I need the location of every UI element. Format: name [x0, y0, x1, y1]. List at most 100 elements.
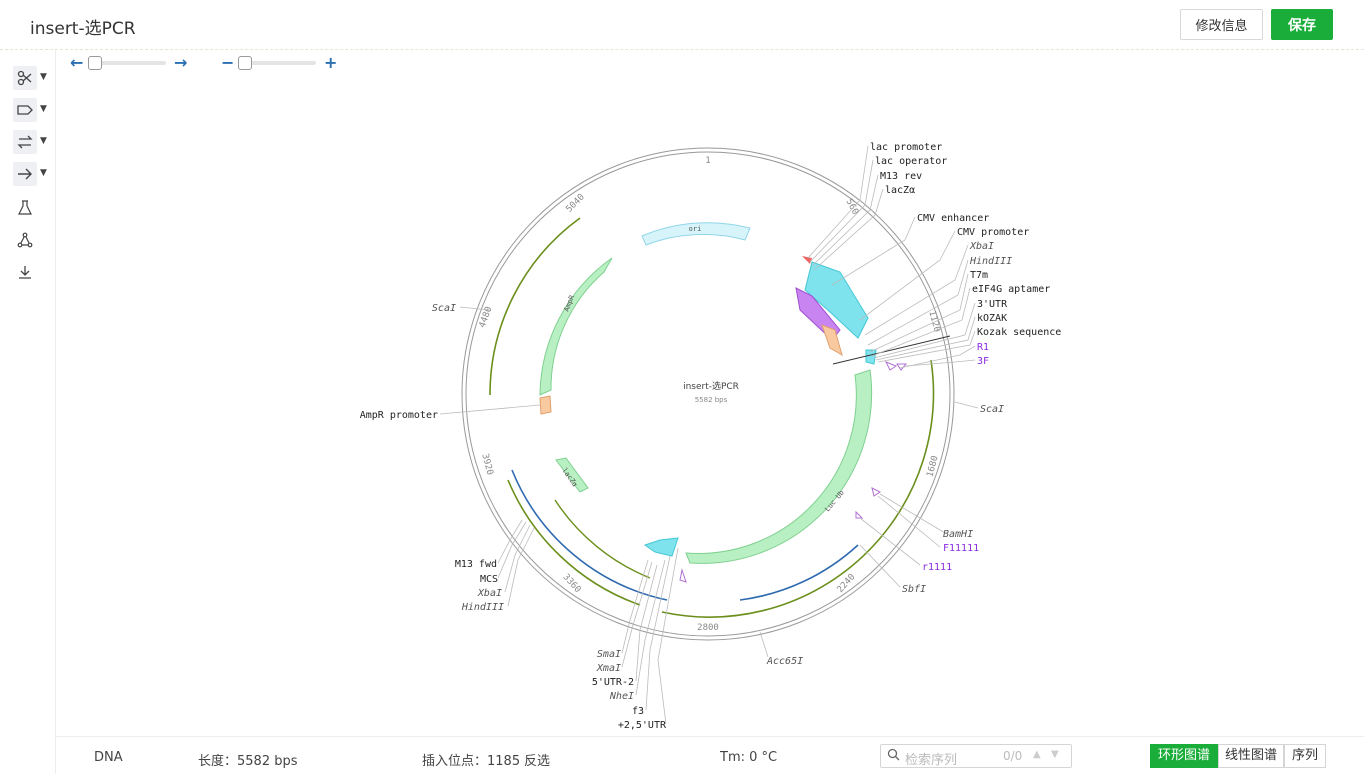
- tab-sequence[interactable]: 序列: [1284, 744, 1326, 768]
- chevron-down-icon[interactable]: ▼: [40, 136, 47, 146]
- tick-label: 3920: [479, 453, 494, 477]
- tag-tool[interactable]: ▼: [13, 98, 53, 124]
- network-icon[interactable]: [13, 228, 37, 252]
- feature-label-left[interactable]: +2,5'UTR: [618, 720, 667, 731]
- feature-label-left[interactable]: MCS: [480, 574, 498, 585]
- reverse-select-link[interactable]: 反选: [524, 754, 551, 769]
- feature-label-right[interactable]: ScaI: [980, 404, 1004, 415]
- feature-label-left[interactable]: XmaI: [596, 663, 621, 674]
- feature-orange-block[interactable]: [821, 324, 843, 357]
- feature-label-right[interactable]: lac operator: [875, 156, 947, 167]
- swap-icon[interactable]: [13, 130, 37, 154]
- feature-small-block[interactable]: [865, 349, 877, 365]
- scissors-icon[interactable]: [13, 66, 37, 90]
- feature-label-right[interactable]: XbaI: [969, 241, 994, 252]
- cut-line: [832, 335, 951, 365]
- chevron-down-icon[interactable]: ▼: [1051, 749, 1059, 760]
- feature-label-right[interactable]: HindIII: [969, 256, 1012, 267]
- feature-bottom-block[interactable]: [643, 537, 679, 557]
- download-tool[interactable]: [13, 260, 53, 286]
- flask-tool[interactable]: [13, 196, 53, 222]
- feature-label-right[interactable]: CMV enhancer: [917, 213, 989, 224]
- feature-label-right[interactable]: r1111: [922, 562, 952, 573]
- zoom-slider-handle[interactable]: [238, 56, 252, 70]
- feature-label-left[interactable]: HindIII: [461, 602, 504, 613]
- feature-label-right[interactable]: Acc65I: [766, 656, 803, 667]
- feature-label-right[interactable]: 3'UTR: [977, 299, 1008, 310]
- map-center-length: 5582 bps: [695, 396, 728, 404]
- tab-linear-map[interactable]: 线性图谱: [1218, 744, 1284, 768]
- chevron-up-icon[interactable]: ▲: [1033, 749, 1041, 760]
- feature-ori[interactable]: [641, 222, 751, 246]
- feature-label-right[interactable]: T7m: [970, 270, 988, 281]
- feature-label-right[interactable]: lacZα: [885, 185, 915, 196]
- feature-label-right[interactable]: M13 rev: [880, 171, 922, 182]
- edit-info-button[interactable]: 修改信息: [1180, 9, 1263, 40]
- page-title: insert-选PCR: [30, 19, 136, 39]
- chevron-down-icon[interactable]: ▼: [40, 168, 47, 178]
- zoom-out-icon[interactable]: −: [221, 53, 235, 72]
- primer-tool[interactable]: ▼: [13, 162, 53, 188]
- download-icon[interactable]: [13, 260, 37, 284]
- plasmid-map-svg[interactable]: 1 560 1120 1680 2240 2800 3360 3920 4480…: [56, 70, 1364, 736]
- feature-cmv-block[interactable]: [804, 261, 869, 339]
- feature-label-right[interactable]: 3F: [977, 356, 989, 367]
- feature-label-left[interactable]: f3: [632, 706, 644, 717]
- search-icon: [887, 748, 900, 765]
- network-tool[interactable]: [13, 228, 53, 254]
- tab-circular-map[interactable]: 环形图谱: [1150, 744, 1218, 768]
- flask-icon[interactable]: [13, 196, 37, 220]
- plasmid-map[interactable]: 1 560 1120 1680 2240 2800 3360 3920 4480…: [56, 70, 1364, 736]
- zoom-in-icon[interactable]: +: [324, 53, 338, 72]
- status-bar: DNA 长度：5582 bps 插入位点：1185 反选 Tm: 0 °C 检索…: [56, 736, 1364, 775]
- feature-label-right[interactable]: SbfI: [902, 584, 926, 595]
- feature-label-left[interactable]: 5'UTR-2: [592, 677, 634, 688]
- feature-label-left[interactable]: NheI: [609, 691, 634, 702]
- arrow-right-icon[interactable]: [13, 162, 37, 186]
- feature-lacz-inner[interactable]: [555, 457, 589, 493]
- tick-label: 1: [705, 156, 710, 166]
- feature-arc[interactable]: [554, 499, 651, 579]
- swap-tool[interactable]: ▼: [13, 130, 53, 156]
- feature-label-right[interactable]: Kozak sequence: [977, 327, 1061, 338]
- backbone-inner: [465, 151, 951, 637]
- rotate-left-icon[interactable]: ←: [70, 53, 84, 72]
- feature-label-left[interactable]: XbaI: [477, 588, 502, 599]
- tag-icon[interactable]: [13, 98, 37, 122]
- feature-label-right[interactable]: CMV promoter: [957, 227, 1029, 238]
- feature-label-right[interactable]: BamHI: [943, 529, 973, 540]
- feature-triangle: [855, 510, 864, 519]
- rotate-slider[interactable]: [88, 56, 168, 70]
- primer-arc[interactable]: [739, 544, 859, 601]
- feature-arc[interactable]: [507, 479, 641, 606]
- sequence-search[interactable]: 检索序列 0/0 ▲ ▼: [880, 744, 1072, 768]
- rotate-slider-handle[interactable]: [88, 56, 102, 70]
- save-button[interactable]: 保存: [1271, 9, 1333, 40]
- feature-label-left[interactable]: AmpR promoter: [360, 410, 438, 421]
- rotate-right-icon[interactable]: →: [174, 53, 188, 72]
- chevron-down-icon[interactable]: ▼: [40, 72, 47, 82]
- chevron-down-icon[interactable]: ▼: [40, 104, 47, 114]
- feature-ampr[interactable]: [539, 257, 613, 396]
- feature-label-right[interactable]: kOZAK: [977, 313, 1007, 324]
- feature-label: ori: [689, 225, 702, 233]
- zoom-slider[interactable]: [238, 56, 318, 70]
- feature-label-right[interactable]: R1: [977, 342, 989, 353]
- feature-arc[interactable]: [489, 217, 581, 396]
- tick-label: 5040: [564, 192, 586, 214]
- feature-arc[interactable]: [661, 359, 935, 618]
- cut-tool[interactable]: ▼: [13, 66, 53, 92]
- feature-triangle: [871, 487, 881, 497]
- feature-ampr-promoter[interactable]: [539, 395, 552, 415]
- feature-luc[interactable]: [685, 369, 873, 564]
- feature-label-right[interactable]: eIF4G aptamer: [972, 284, 1050, 295]
- tick-label: 560: [844, 198, 860, 217]
- feature-label-right[interactable]: lac promoter: [870, 142, 942, 153]
- feature-label-left[interactable]: SmaI: [597, 649, 621, 660]
- feature-label-left[interactable]: M13 fwd: [455, 559, 497, 570]
- feature-label-right[interactable]: F11111: [943, 543, 979, 554]
- primer-arc[interactable]: [511, 469, 668, 601]
- feature-label-left[interactable]: ScaI: [432, 303, 456, 314]
- seq-type: DNA: [94, 750, 123, 765]
- search-input[interactable]: 检索序列: [905, 753, 958, 768]
